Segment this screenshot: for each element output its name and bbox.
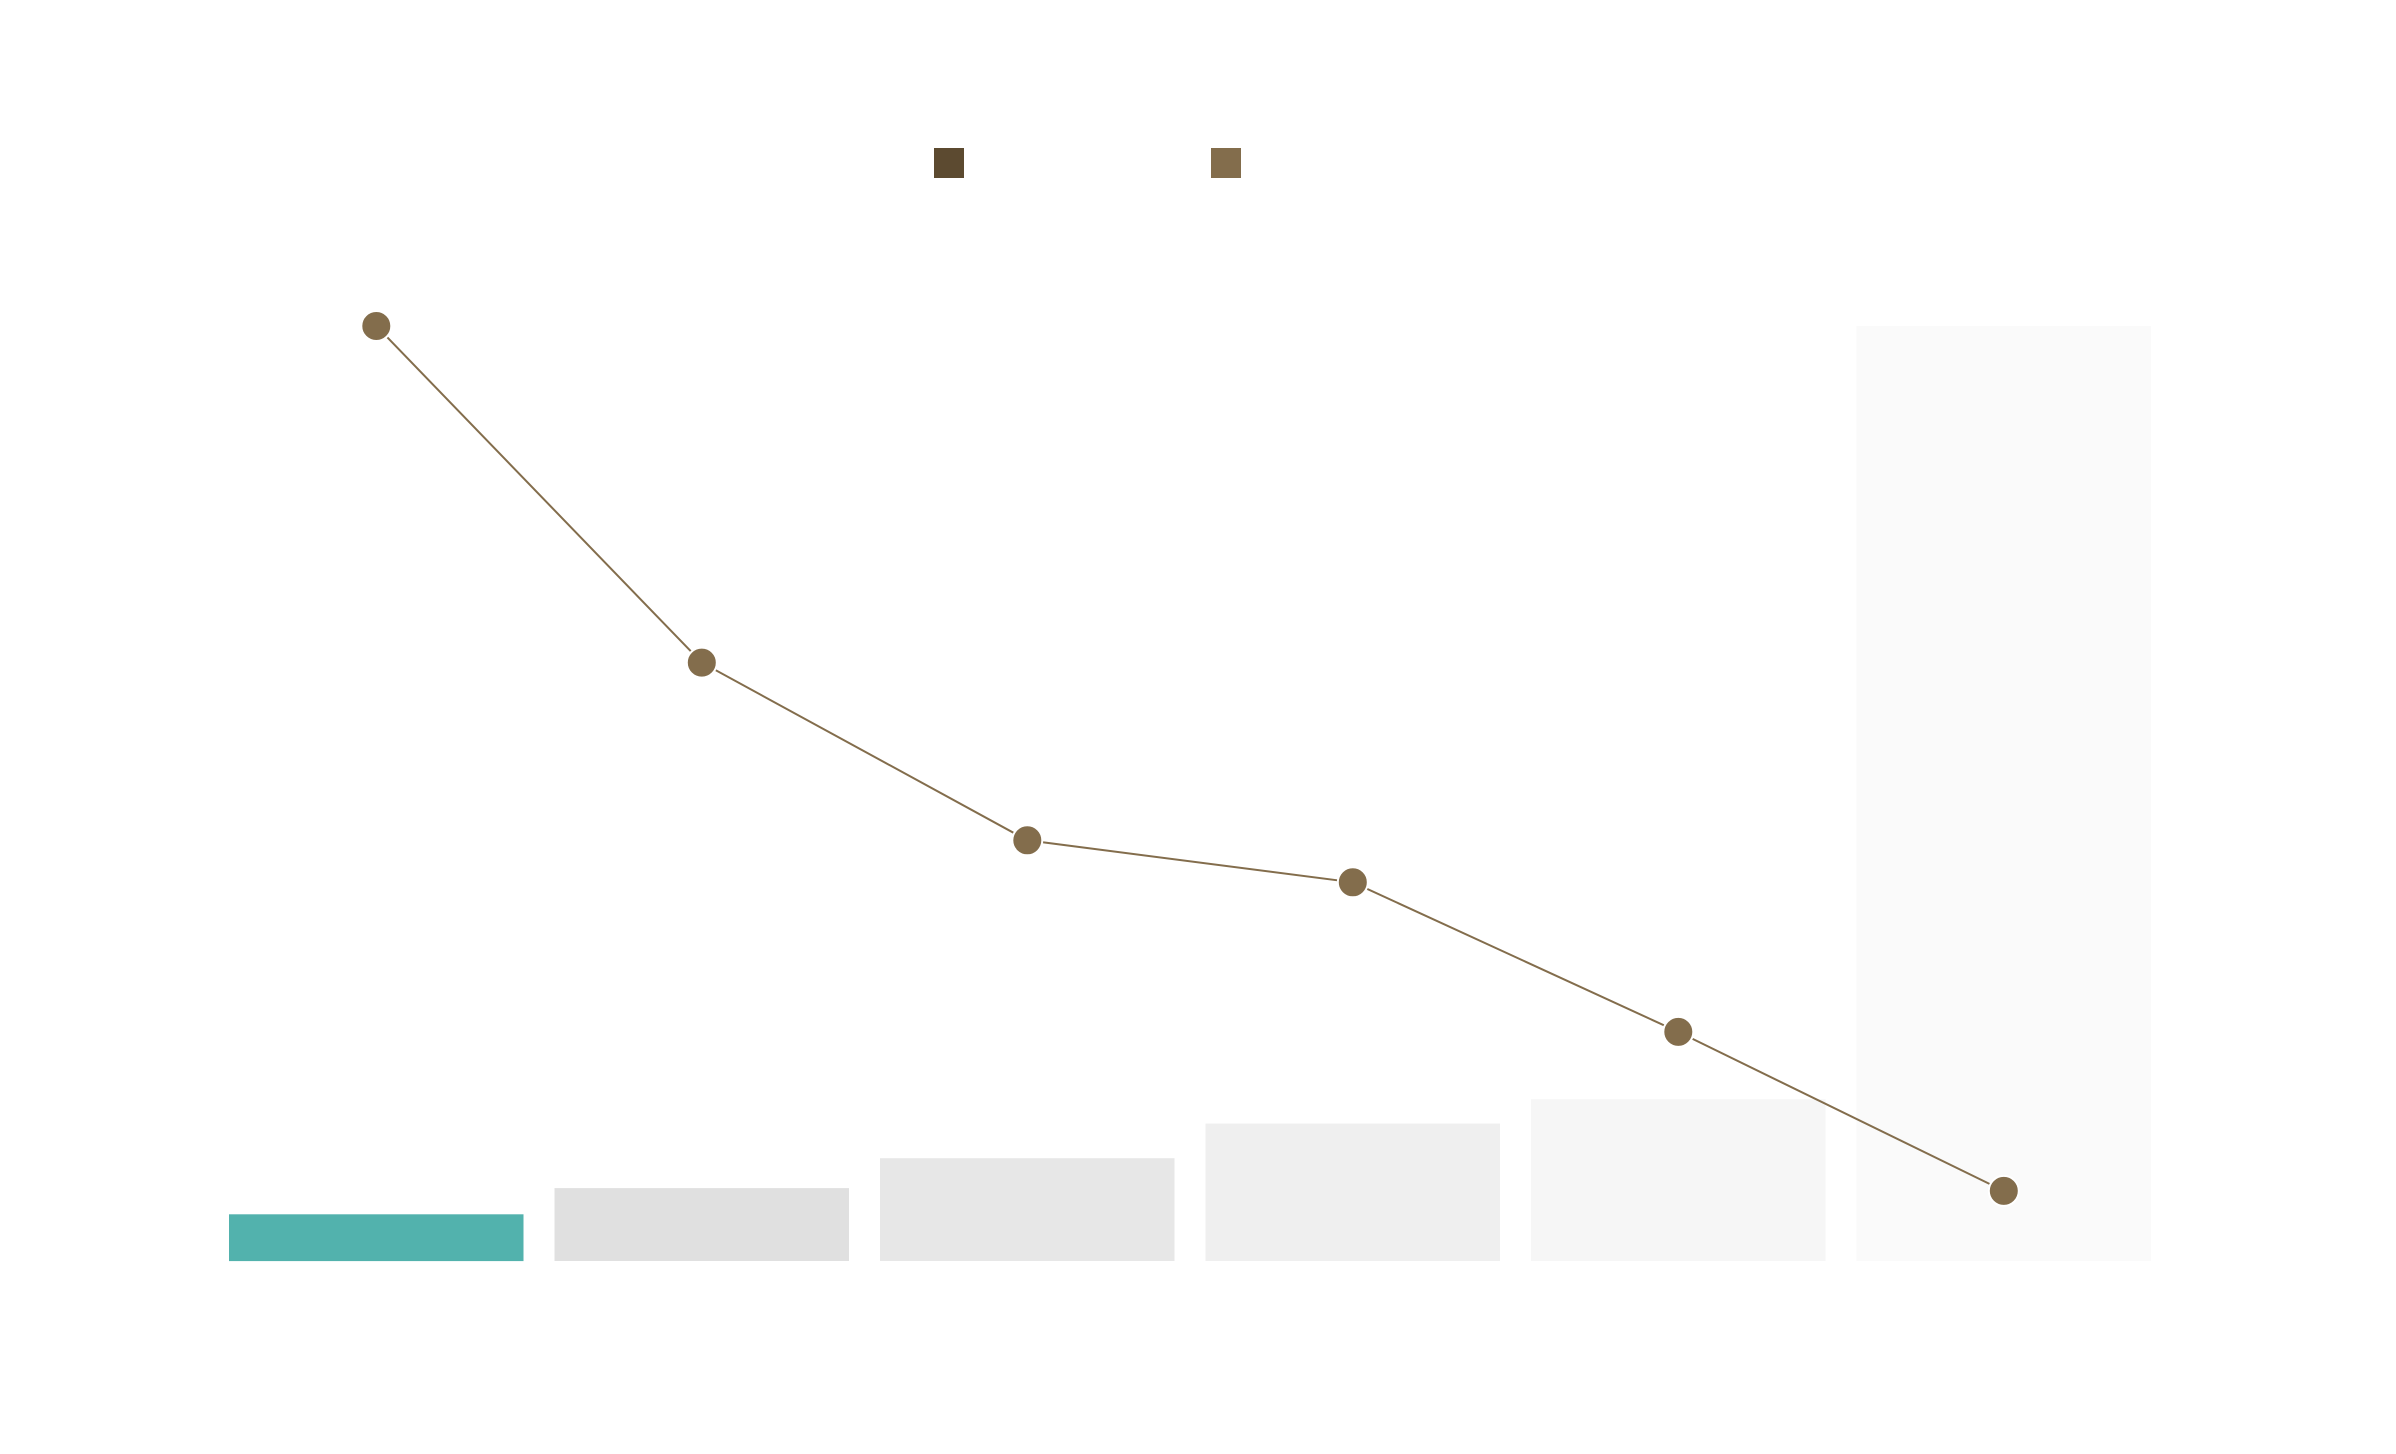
bar-3	[880, 1158, 1175, 1261]
legend-swatch-1	[934, 148, 964, 178]
line-point-4	[1336, 866, 1369, 899]
line-series	[375, 325, 2005, 1192]
line-point-2	[685, 646, 718, 679]
bar-2	[554, 1188, 849, 1261]
bar-1	[229, 1214, 524, 1262]
legend-swatch-2	[1211, 148, 1241, 178]
bar-series	[229, 326, 2151, 1262]
bar-5	[1531, 1099, 1826, 1261]
line-point-5	[1662, 1015, 1695, 1048]
line-points	[360, 310, 2020, 1207]
bar-4	[1205, 1123, 1500, 1261]
bar-6	[1856, 326, 2151, 1261]
line-point-6	[1987, 1174, 2020, 1207]
legend	[934, 148, 1241, 178]
line-point-3	[1011, 824, 1044, 857]
line-point-1	[360, 310, 393, 342]
series-line	[375, 325, 2005, 1192]
